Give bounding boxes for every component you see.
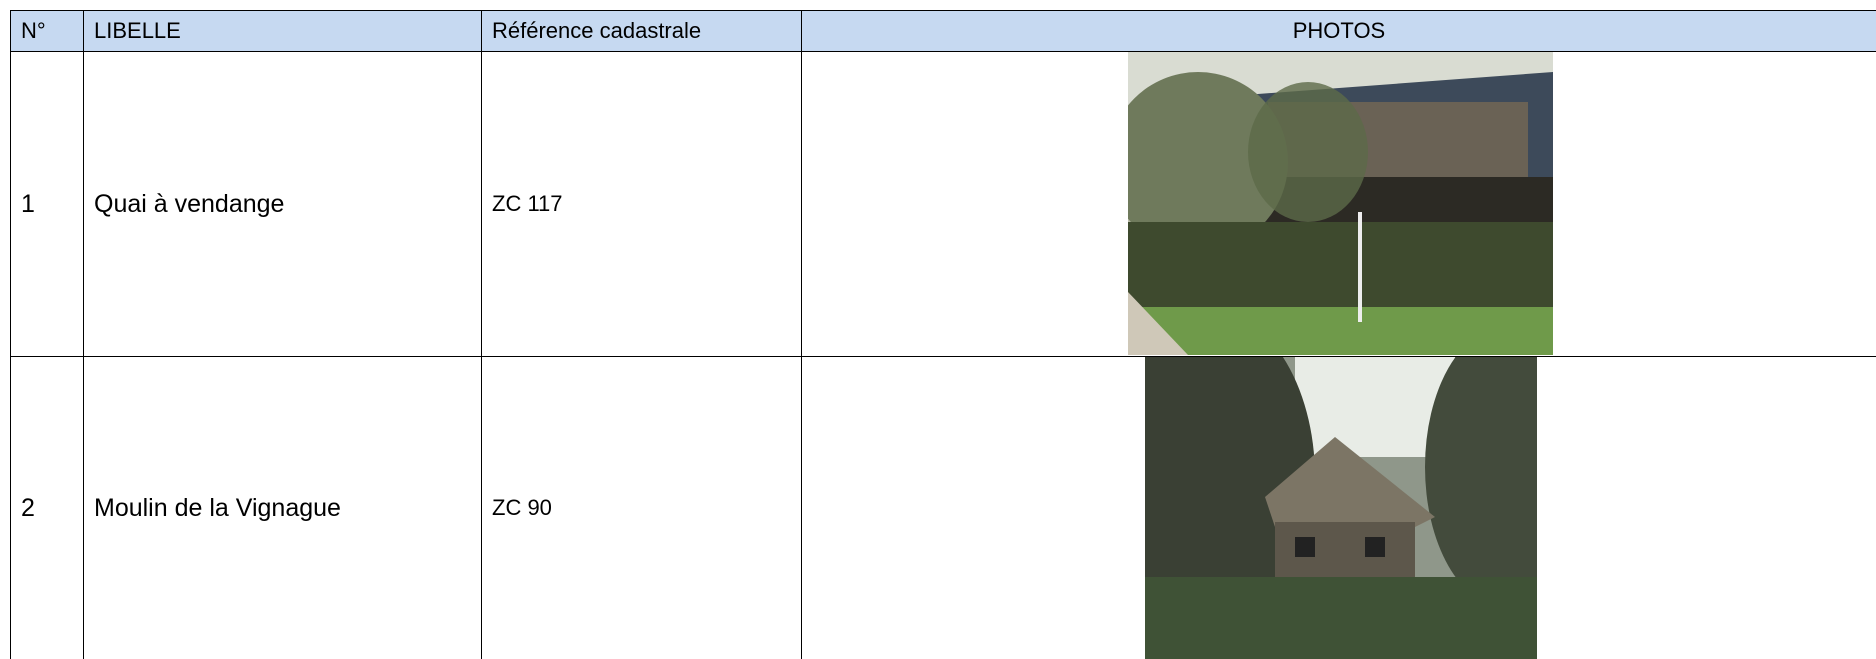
- row-label: Moulin de la Vignague: [83, 356, 481, 659]
- row-number: 1: [10, 51, 83, 356]
- photo: [1128, 52, 1553, 355]
- header-cell: PHOTOS: [801, 10, 1876, 51]
- row-reference: ZC 90: [481, 356, 801, 659]
- row-number: 2: [10, 356, 83, 659]
- header-cell: Référence cadastrale: [481, 10, 801, 51]
- photo-cell: [801, 51, 1876, 356]
- row-reference: ZC 117: [481, 51, 801, 356]
- photo: [1145, 357, 1537, 659]
- header-cell: LIBELLE: [83, 10, 481, 51]
- photo-cell: [801, 356, 1876, 659]
- header-cell: N°: [10, 10, 83, 51]
- row-label: Quai à vendange: [83, 51, 481, 356]
